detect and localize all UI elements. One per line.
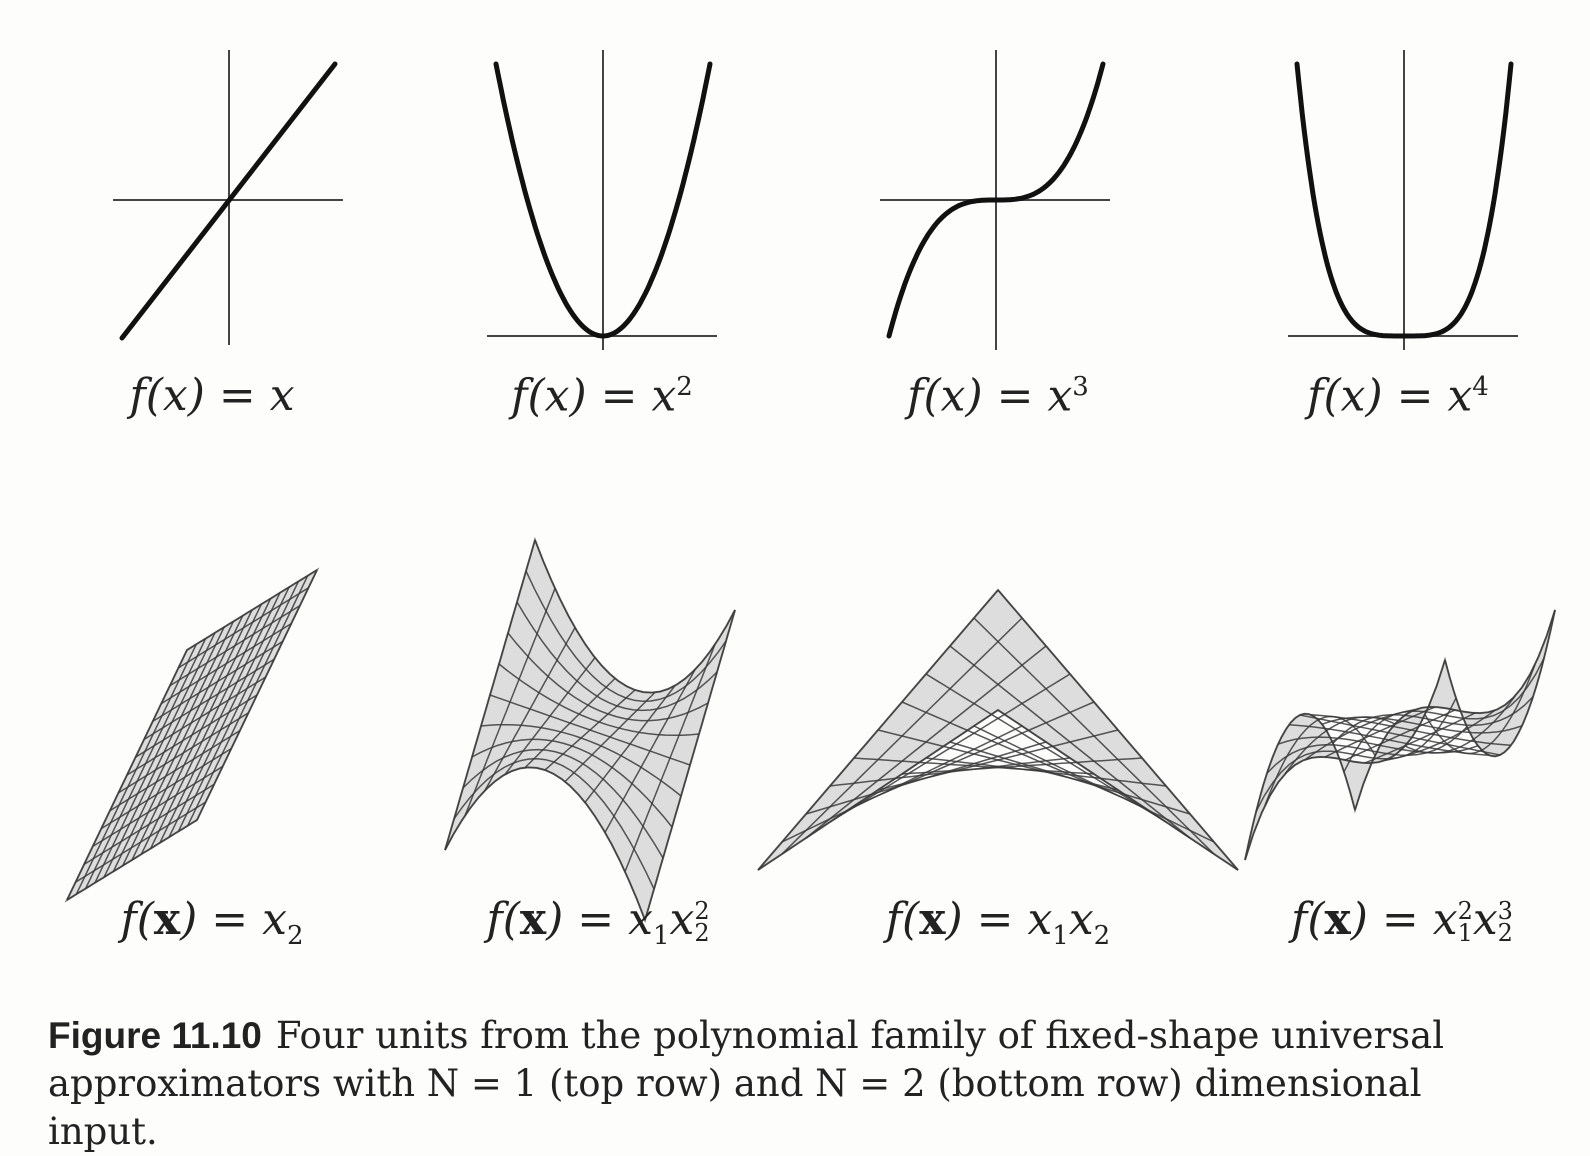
caption-line-1: Four units from the polynomial family of… [276,1014,1444,1057]
figure-plots [0,0,1590,1010]
surface-x1-x2-squared [445,540,735,920]
equation-quadratic: f(x) = x2 [422,374,782,419]
surface-fill [758,590,1238,870]
caption-line-2: approximators with N = 1 (top row) and N… [48,1062,1433,1153]
surface-x2 [67,570,317,900]
figure-caption: Figure 11.10 Four units from the polynomi… [48,1012,1528,1156]
equation-x1-x2: f(x) = x1x2 [818,898,1178,949]
mesh-line [782,618,1022,854]
surface-x1-x2 [758,590,1238,870]
equation-x1-x2-squared: f(x) = x1x 2 2 [418,898,778,949]
equation-linear: f(x) = x [32,374,392,418]
surface-x1-squared-x2-cubed [1245,610,1555,860]
equation-quartic: f(x) = x4 [1218,374,1578,419]
figure-label: Figure 11.10 [48,1015,262,1056]
mesh-line [974,618,1214,854]
equation-x2: f(x) = x2 [32,898,392,949]
equation-cubic: f(x) = x3 [818,374,1178,419]
